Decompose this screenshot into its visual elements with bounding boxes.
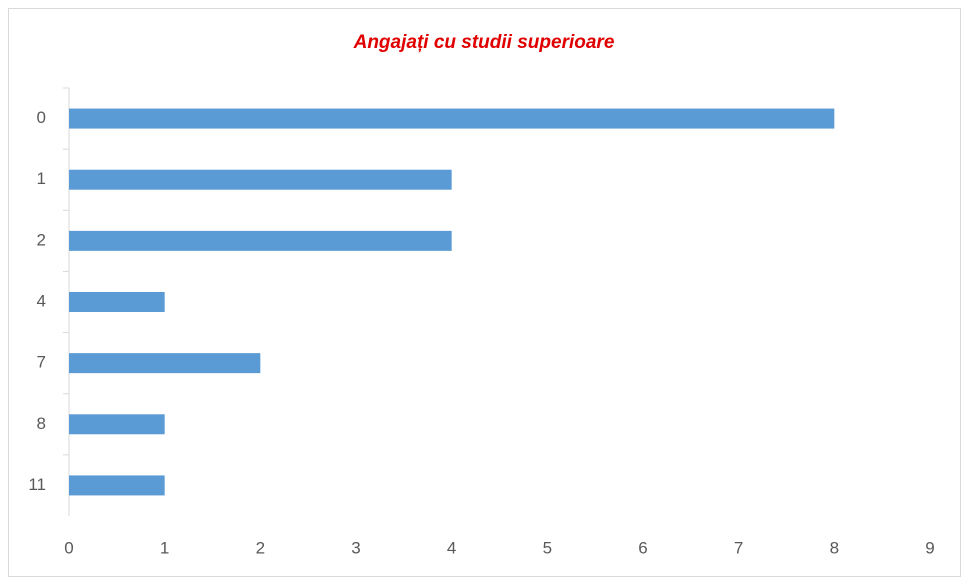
chart-title: Angajați cu studii superioare xyxy=(353,32,615,53)
x-tick-label: 8 xyxy=(830,538,839,557)
x-tick-label: 4 xyxy=(447,538,456,557)
bar xyxy=(69,230,452,251)
bar xyxy=(69,414,165,435)
y-tick-label: 1 xyxy=(37,169,46,188)
bar xyxy=(69,292,165,312)
x-tick-label: 9 xyxy=(925,538,934,557)
y-tick-label: 2 xyxy=(37,230,46,249)
x-tick-label: 3 xyxy=(351,538,360,557)
chart-border xyxy=(8,8,961,577)
x-tick-label: 2 xyxy=(256,538,265,557)
x-tick-label: 5 xyxy=(543,538,552,557)
y-tick-label: 7 xyxy=(37,353,46,372)
x-tick-label: 7 xyxy=(734,538,743,557)
y-tick-label: 8 xyxy=(37,414,46,433)
bar xyxy=(69,108,835,129)
x-tick-label: 6 xyxy=(638,538,647,557)
x-tick-label: 1 xyxy=(160,538,169,557)
y-tick-label: 4 xyxy=(37,291,46,310)
bar xyxy=(69,353,261,374)
x-tick-label: 0 xyxy=(64,538,73,557)
bar xyxy=(69,169,452,190)
y-tick-label: 11 xyxy=(28,475,46,494)
bar xyxy=(69,475,165,496)
y-tick-label: 0 xyxy=(37,108,46,127)
